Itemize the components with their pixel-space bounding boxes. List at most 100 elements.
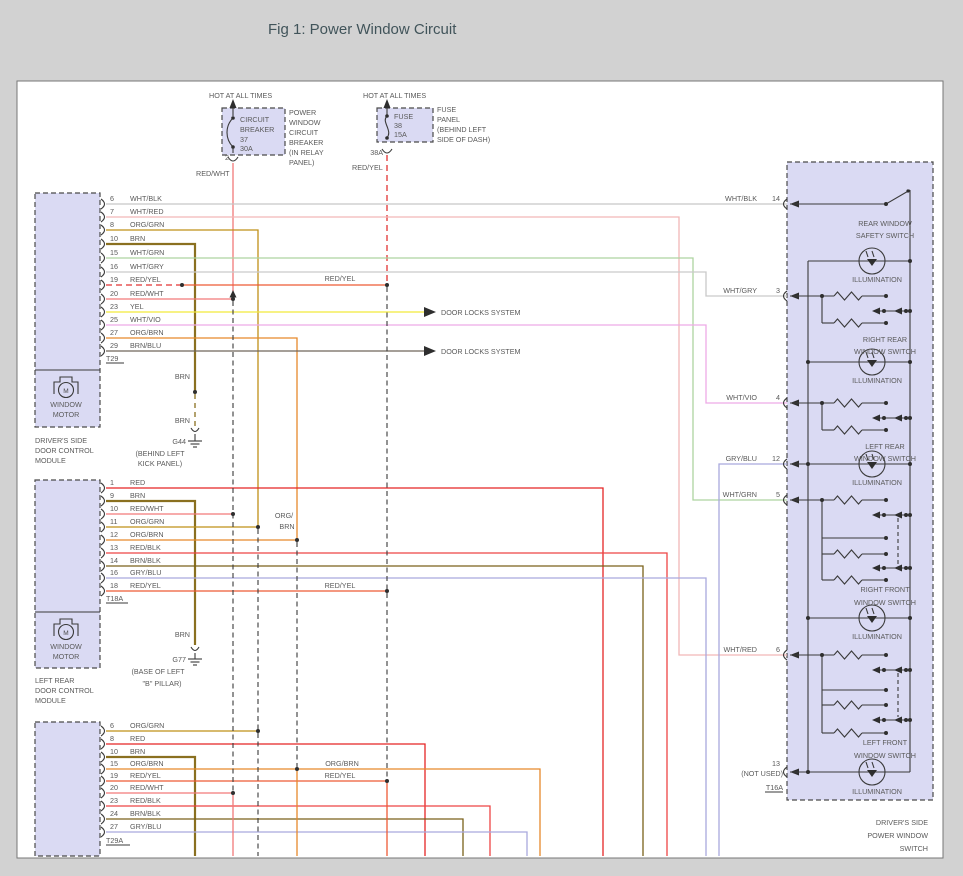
wire-t29a-gry-blu xyxy=(106,831,528,856)
t29-pin-num: 27 xyxy=(110,328,118,337)
breaker-line4: 30A xyxy=(240,144,253,153)
module1-label1: DRIVER'S SIDE xyxy=(35,436,87,445)
t18a-pin-num: 10 xyxy=(110,504,118,513)
t29a-pin-num: 19 xyxy=(110,771,118,780)
fuse-hot-label: HOT AT ALL TIMES xyxy=(363,91,426,100)
t18a-pin-num: 16 xyxy=(110,568,118,577)
right-rear-switch-label1: RIGHT REAR xyxy=(863,335,907,344)
t29-pin-num: 16 xyxy=(110,262,118,271)
t29-pin-num: 25 xyxy=(110,315,118,324)
sw-pin-color: WHT/GRN xyxy=(723,490,757,499)
wire-t29-brn xyxy=(106,242,197,391)
page-title: Fig 1: Power Window Circuit xyxy=(268,21,457,38)
t29a-pin-num: 24 xyxy=(110,809,118,818)
circuit-breaker: HOT AT ALL TIMES CIRCUIT BREAKER 37 30A … xyxy=(196,91,324,178)
t29a-pin-num: 23 xyxy=(110,796,118,805)
switch-caption1: DRIVER'S SIDE xyxy=(876,818,928,827)
t18a-pin-color: RED/YEL xyxy=(130,581,161,590)
power-window-switch-box xyxy=(786,161,934,801)
t29-pin-num: 15 xyxy=(110,248,118,257)
t29-pin-num: 6 xyxy=(110,194,114,203)
wire-t29-org-brn xyxy=(106,337,298,540)
t18a-pin-color: GRY/BLU xyxy=(130,568,161,577)
t29a-pin-color: ORG/BRN xyxy=(130,759,164,768)
wire-t18a-red-blk xyxy=(106,552,668,856)
g77-name: G77 xyxy=(172,655,186,664)
t29-pin-num: 20 xyxy=(110,289,118,298)
t29-connector-label: T29 xyxy=(106,354,118,363)
wire-t18a-red xyxy=(106,487,604,856)
module2-label2: DOOR CONTROL xyxy=(35,686,94,695)
breaker-side4: BREAKER xyxy=(289,138,323,147)
junction-dots xyxy=(180,283,389,795)
t18a-pin-color: RED/WHT xyxy=(130,504,164,513)
sw-pin-not-used: (NOT USED) xyxy=(741,769,783,778)
wire-t29a-org-brn xyxy=(106,768,541,856)
wire-t18a-gry-blu xyxy=(106,577,707,856)
t18a-connector-label: T18A xyxy=(106,594,123,603)
driver-module-box xyxy=(34,192,101,428)
illumination-label: ILLUMINATION xyxy=(852,376,902,385)
t29a-pin-color: ORG/GRN xyxy=(130,721,164,730)
illumination-label: ILLUMINATION xyxy=(852,632,902,641)
sw-pin-num: 12 xyxy=(772,454,780,463)
sw-pin-color: WHT/VIO xyxy=(726,393,757,402)
fuse-pin: 38A xyxy=(370,148,383,157)
sw-pin-num: 4 xyxy=(776,393,780,402)
breaker-side3: CIRCUIT xyxy=(289,128,319,137)
sw-pin-num: 13 xyxy=(772,759,780,768)
illumination-label: ILLUMINATION xyxy=(852,478,902,487)
t18a-pin-color: BRN xyxy=(130,491,145,500)
right-rear-switch-label2: WINDOW SWITCH xyxy=(854,347,916,356)
module1-motor-label2: MOTOR xyxy=(53,410,80,419)
driver-module: M WINDOW MOTOR DRIVER'S SIDE DOOR CONTRO… xyxy=(35,194,164,465)
fuse-line2: 38 xyxy=(394,121,402,130)
sw-pin-color: WHT/GRY xyxy=(723,286,757,295)
t29-pin-num: 29 xyxy=(110,341,118,350)
t29-pin-color: WHT/GRN xyxy=(130,248,164,257)
sw-pin-num: 3 xyxy=(776,286,780,295)
left-rear-module-box xyxy=(34,479,101,669)
module2-label1: LEFT REAR xyxy=(35,676,74,685)
fuse-side2: PANEL xyxy=(437,115,460,124)
breaker-line1: CIRCUIT xyxy=(240,115,270,124)
ground-g44: BRN BRN G44 (BEHIND LEFT KICK PANEL) xyxy=(135,372,202,468)
wire-switch-gry-blu xyxy=(718,463,787,856)
ground-g77: BRN G77 (BASE OF LEFT "B" PILLAR) xyxy=(131,630,202,688)
wire-t29a-brn xyxy=(106,755,197,856)
right-front-switch-label2: WINDOW SWITCH xyxy=(854,598,916,607)
t29-pin-color: ORG/GRN xyxy=(130,220,164,229)
fuse-side3: (BEHIND LEFT xyxy=(437,125,487,134)
t29a-pin-num: 10 xyxy=(110,747,118,756)
module2-motor-label2: MOTOR xyxy=(53,652,80,661)
t18a-pin-num: 14 xyxy=(110,556,118,565)
fuse-wire-label: RED/YEL xyxy=(352,163,383,172)
org-brn-bot-label: ORG/BRN xyxy=(325,759,359,768)
module1-label3: MODULE xyxy=(35,456,66,465)
bottom-module-box xyxy=(34,721,101,857)
t29-pin-color: BRN/BLU xyxy=(130,341,161,350)
module1-motor-label1: WINDOW xyxy=(50,400,82,409)
bottom-module: 6 ORG/GRN 8 RED 10 BRN 15 ORG/BRN 19 RED/YEL … xyxy=(100,721,164,846)
t29a-wires xyxy=(106,730,541,856)
t29-pin-num: 19 xyxy=(110,275,118,284)
t29-pin-color: WHT/RED xyxy=(130,207,164,216)
breaker-side2: WINDOW xyxy=(289,118,321,127)
switch-caption2: POWER WINDOW xyxy=(867,831,928,840)
safety-switch-label1: REAR WINDOW xyxy=(858,219,912,228)
breaker-wire-label: RED/WHT xyxy=(196,169,230,178)
t29-pin-num: 8 xyxy=(110,220,114,229)
t29-wires xyxy=(106,203,787,656)
t29-pin-color: WHT/GRY xyxy=(130,262,164,271)
t18a-pin-color: ORG/GRN xyxy=(130,517,164,526)
t18a-pin-color: RED xyxy=(130,478,145,487)
t29a-pin-num: 8 xyxy=(110,734,114,743)
t29a-pin-num: 27 xyxy=(110,822,118,831)
t18a-pin-color: ORG/BRN xyxy=(130,530,164,539)
t16a-connector-label: T16A xyxy=(766,783,783,792)
module1-label2: DOOR CONTROL xyxy=(35,446,94,455)
door-locks-arrows: DOOR LOCKS SYSTEM DOOR LOCKS SYSTEM xyxy=(424,307,520,356)
t29-pin-num: 10 xyxy=(110,234,118,243)
t18a-pin-num: 9 xyxy=(110,491,114,500)
